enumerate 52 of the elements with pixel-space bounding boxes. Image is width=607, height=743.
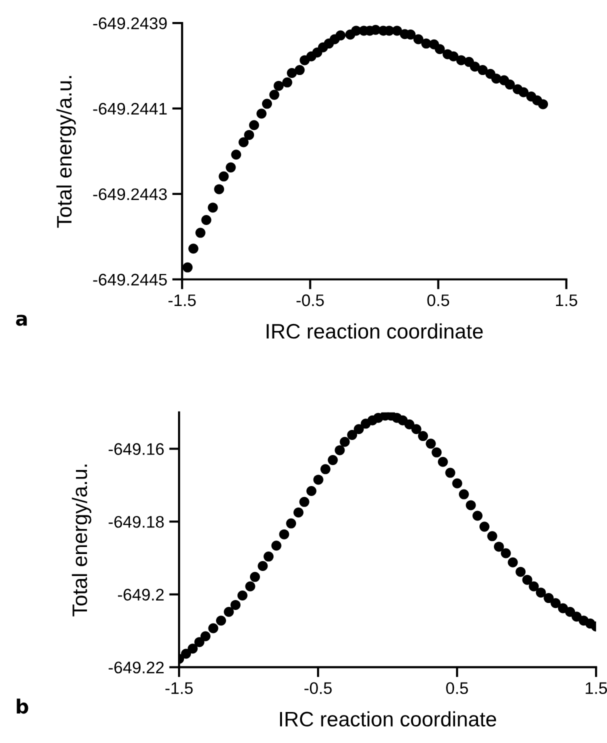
point	[336, 30, 346, 40]
point	[244, 130, 254, 140]
point	[208, 202, 218, 213]
y-tick-label: -649.2441	[93, 102, 167, 115]
text: b	[16, 698, 28, 714]
point	[392, 26, 402, 36]
point	[262, 98, 272, 109]
point	[195, 228, 206, 238]
x-tick-label: 1.5	[556, 294, 578, 306]
y-tick-label: -649.16	[108, 443, 164, 455]
point	[238, 137, 249, 148]
y-axis-title: Total energy/a.u.	[72, 464, 92, 616]
point	[282, 77, 292, 88]
x-tick-label: -0.5	[296, 294, 324, 306]
y-tick-label: -649.2439	[93, 17, 167, 30]
point	[294, 65, 305, 76]
x-tick-label: 0.5	[427, 294, 450, 306]
point	[448, 51, 459, 62]
point	[218, 171, 229, 182]
point	[413, 34, 424, 44]
y-tick-label: -649.2445	[93, 274, 167, 286]
point	[406, 30, 416, 40]
point	[256, 108, 267, 119]
x-tick-label: -1.5	[168, 294, 196, 306]
point	[201, 214, 212, 225]
point	[231, 150, 242, 160]
point	[286, 68, 297, 78]
point	[249, 120, 260, 130]
y-tick-label: -649.22	[108, 662, 164, 674]
y-tick-label: -649.18	[108, 516, 164, 528]
y-tick-label: -649.2443	[93, 188, 167, 200]
point	[182, 262, 193, 272]
y-axis-title: Total energy/a.u.	[56, 76, 76, 228]
point	[478, 65, 488, 76]
x-tick-label: -0.5	[304, 682, 332, 694]
x-axis-title: IRC reaction coordinate	[280, 711, 496, 727]
point	[434, 44, 445, 54]
x-axis-title: IRC reaction coordinate	[266, 323, 483, 339]
x-tick-label: 1.5	[586, 682, 607, 694]
point	[538, 99, 548, 110]
y-tick-label: -649.2	[118, 588, 164, 601]
point	[269, 90, 280, 100]
point	[226, 162, 236, 172]
x-tick-label: 0.5	[446, 682, 468, 694]
point	[214, 184, 224, 194]
point	[518, 87, 529, 98]
x-tick-label: -1.5	[165, 682, 193, 694]
point	[504, 80, 515, 90]
point	[470, 62, 480, 72]
text: a	[16, 314, 27, 326]
point	[274, 80, 284, 91]
point	[188, 244, 198, 254]
